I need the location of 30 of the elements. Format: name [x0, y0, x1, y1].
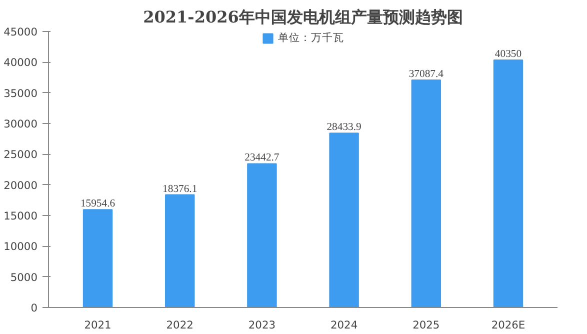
bar — [247, 163, 277, 308]
legend-label: 单位：万千瓦 — [278, 31, 344, 45]
x-tick-label: 2021 — [84, 318, 112, 332]
y-tick-label: 15000 — [4, 210, 38, 222]
y-tick-label: 5000 — [10, 270, 38, 284]
bar — [493, 60, 524, 308]
x-tick-label: 2025 — [412, 318, 440, 332]
bar — [411, 80, 442, 308]
bar — [164, 194, 195, 308]
data-label: 40350 — [494, 49, 522, 60]
y-tick-label: 40000 — [4, 56, 38, 70]
y-tick-label: 45000 — [4, 26, 38, 38]
bar — [329, 132, 359, 308]
x-tick-label: 2026E — [491, 318, 526, 332]
chart-title: 2021-2026年中国发电机组产量预测趋势图 — [143, 8, 463, 26]
x-tick-label: 2022 — [166, 318, 194, 332]
data-label: 15954.6 — [80, 198, 116, 210]
y-tick-label: 20000 — [4, 178, 38, 192]
data-label: 37087.4 — [408, 69, 444, 80]
y-tick-label: 30000 — [4, 118, 38, 130]
data-label: 18376.1 — [162, 184, 198, 195]
y-tick-label: 0 — [30, 302, 38, 314]
data-label: 23442.7 — [244, 152, 280, 164]
bar — [82, 209, 113, 308]
x-tick-label: 2023 — [248, 318, 276, 332]
data-label: 28433.9 — [326, 122, 362, 134]
x-tick-label: 2024 — [330, 318, 358, 332]
y-tick-label: 25000 — [4, 148, 38, 162]
y-tick-label: 35000 — [4, 86, 38, 100]
y-tick-label: 10000 — [4, 240, 38, 254]
